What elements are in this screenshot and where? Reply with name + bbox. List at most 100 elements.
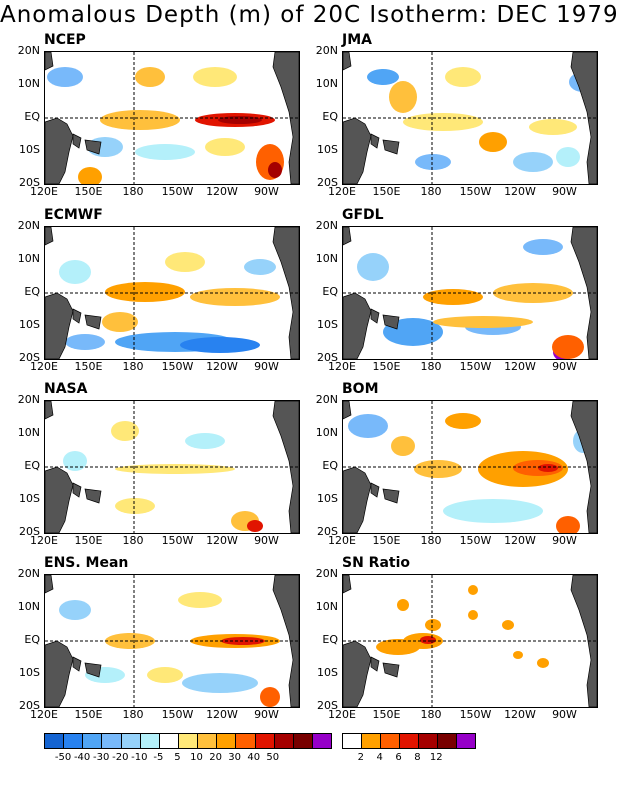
colorbar-swatch <box>83 734 103 748</box>
land-mask <box>343 227 352 246</box>
colorbar-swatch <box>217 734 237 748</box>
anomaly-contour <box>260 687 280 707</box>
anomaly-colorbar-label: 30 <box>228 752 242 763</box>
land-mask <box>72 308 82 324</box>
anomaly-contour <box>244 259 276 275</box>
lat-tick-label: 20S <box>317 699 338 712</box>
anomaly-contour <box>105 282 185 302</box>
anomaly-contour <box>115 498 155 514</box>
map-panel-nasa <box>44 400 300 534</box>
anomaly-contour <box>425 619 441 631</box>
anomaly-colorbar-label: 40 <box>247 752 261 763</box>
anomaly-colorbar-label: -30 <box>93 752 110 763</box>
sn-ratio-colorbar-label: 4 <box>376 752 383 763</box>
map-plot-gfdl <box>343 227 597 359</box>
lat-tick-label: EQ <box>24 285 40 298</box>
lat-tick-label: 20N <box>17 44 40 57</box>
lon-tick-label: 90W <box>552 534 577 547</box>
lon-tick-label: 90W <box>254 360 279 373</box>
map-panel-ecmwf <box>44 226 300 360</box>
colorbar-swatch <box>274 734 294 748</box>
map-plot-sn-ratio <box>343 575 597 707</box>
panel-title-gfdl: GFDL <box>342 207 384 223</box>
land-mask <box>370 482 380 498</box>
anomaly-contour <box>537 658 549 668</box>
panel-title-nasa: NASA <box>44 381 88 397</box>
panel-title-ncep: NCEP <box>44 32 86 48</box>
anomaly-contour <box>147 667 183 683</box>
lon-tick-label: 120E <box>30 185 58 198</box>
land-mask <box>382 139 400 155</box>
map-panel-gfdl <box>342 226 598 360</box>
lon-tick-label: 120W <box>206 185 238 198</box>
lon-tick-label: 150E <box>74 534 103 547</box>
lat-tick-label: 20N <box>17 567 40 580</box>
colorbar-swatch <box>419 734 438 748</box>
lon-tick-label: 150W <box>161 708 194 721</box>
map-plot-bom <box>343 401 597 533</box>
lon-tick-label: 120E <box>328 185 356 198</box>
anomaly-contour <box>348 414 388 438</box>
anomaly-contour <box>468 610 478 620</box>
anomaly-contour <box>180 337 260 353</box>
lat-tick-label: 20S <box>19 176 40 189</box>
colorbar-swatch <box>236 734 256 748</box>
lat-tick-label: 10N <box>315 77 338 90</box>
land-mask <box>72 133 82 149</box>
land-mask <box>84 662 102 678</box>
anomaly-contour <box>414 460 462 478</box>
anomaly-contour <box>111 421 139 441</box>
colorbar-swatch <box>400 734 419 748</box>
anomaly-contour <box>538 464 558 472</box>
land-mask <box>343 401 352 420</box>
lon-tick-label: 120W <box>504 708 536 721</box>
anomaly-contour <box>165 252 205 272</box>
land-mask <box>272 401 299 533</box>
lat-tick-label: 20S <box>19 351 40 364</box>
sn-ratio-colorbar-label: 6 <box>395 752 402 763</box>
anomaly-contour <box>529 119 577 135</box>
colorbar-swatch <box>293 734 313 748</box>
land-mask <box>84 488 102 504</box>
land-mask <box>45 227 54 246</box>
lon-tick-label: 150W <box>459 185 492 198</box>
sn-ratio-colorbar-label: 2 <box>357 752 365 763</box>
lat-tick-label: 10N <box>315 426 338 439</box>
map-panel-sn-ratio <box>342 574 598 708</box>
lat-tick-label: 10S <box>19 492 40 505</box>
land-mask <box>382 488 400 504</box>
lat-tick-label: 10S <box>19 318 40 331</box>
lat-tick-label: 10S <box>317 666 338 679</box>
colorbar-swatch <box>159 734 179 748</box>
lon-tick-label: 120E <box>328 708 356 721</box>
panel-title-sn-ratio: SN Ratio <box>342 555 411 571</box>
colorbar-swatch <box>45 734 65 748</box>
lon-tick-label: 180 <box>122 185 144 198</box>
lon-tick-label: 120E <box>30 708 58 721</box>
anomaly-contour <box>268 162 282 178</box>
colorbar-swatch <box>140 734 160 748</box>
lon-tick-label: 150W <box>459 708 492 721</box>
anomaly-colorbar-label: -20 <box>112 752 129 763</box>
map-panel-bom <box>342 400 598 534</box>
anomaly-contour <box>415 154 451 170</box>
land-mask <box>343 640 372 707</box>
anomaly-contour <box>367 69 399 85</box>
lat-tick-label: 20S <box>317 351 338 364</box>
map-panel-ncep <box>44 51 300 185</box>
lat-tick-label: 10S <box>19 666 40 679</box>
anomaly-contour <box>65 334 105 350</box>
colorbar-swatch <box>121 734 141 748</box>
anomaly-contour <box>78 167 102 184</box>
anomaly-contour <box>556 147 580 167</box>
lon-tick-label: 120E <box>328 360 356 373</box>
anomaly-colorbar-label: 20 <box>209 752 222 763</box>
land-mask <box>370 133 380 149</box>
colorbar-swatch <box>438 734 457 748</box>
lon-tick-label: 90W <box>552 360 577 373</box>
anomaly-contour <box>135 144 195 160</box>
colorbar-swatch <box>362 734 381 748</box>
lat-tick-label: 20S <box>19 699 40 712</box>
lon-tick-label: 150E <box>74 185 103 198</box>
lon-tick-label: 120W <box>206 360 238 373</box>
